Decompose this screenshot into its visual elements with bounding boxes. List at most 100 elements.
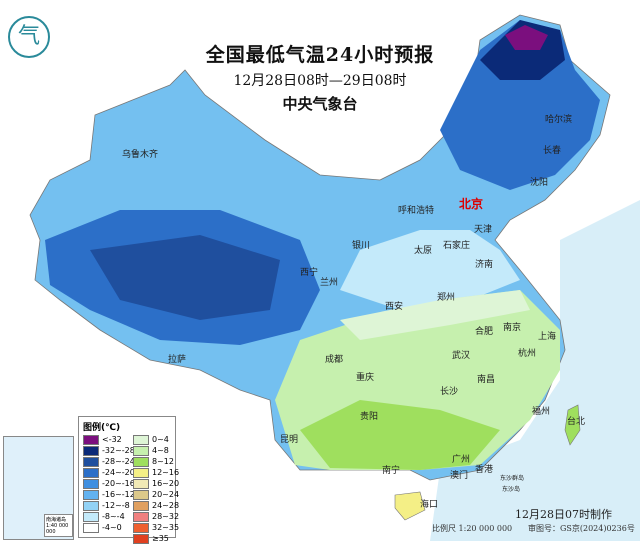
city-label: 乌鲁木齐 xyxy=(122,150,159,160)
legend-label: 12~16 xyxy=(152,468,180,477)
zone-extreme-cold xyxy=(505,25,548,50)
city-label: 福州 xyxy=(532,407,551,417)
city-label: 东沙群岛 xyxy=(500,475,525,482)
south-china-sea-inset: 南海诸岛 1:40 000 000 xyxy=(3,436,74,540)
legend-item: -4~0 xyxy=(83,522,122,533)
legend-swatch xyxy=(133,533,149,544)
legend-swatch xyxy=(133,467,149,478)
city-label: 哈尔滨 xyxy=(545,115,573,125)
legend-label: 16~20 xyxy=(152,479,180,488)
legend-label: 24~28 xyxy=(152,501,180,510)
legend-swatch xyxy=(83,511,99,522)
map-title: 全国最低气温24小时预报 xyxy=(205,44,435,66)
legend-swatch xyxy=(83,467,99,478)
map-scale: 比例尺 1:20 000 000 xyxy=(432,524,513,533)
legend-label: -32~-28 xyxy=(102,446,135,455)
city-label: 石家庄 xyxy=(443,241,471,251)
legend-item: 12~16 xyxy=(133,467,179,478)
city-label: 昆明 xyxy=(280,435,299,445)
legend-swatch xyxy=(83,456,99,467)
legend-item: -24~-20 xyxy=(83,467,135,478)
city-label: 长春 xyxy=(543,146,562,156)
inset-caption: 南海诸岛 1:40 000 000 xyxy=(44,514,73,537)
legend-label: 32~35 xyxy=(152,523,180,532)
city-label: 郑州 xyxy=(437,293,456,303)
legend-swatch xyxy=(133,478,149,489)
legend-swatch xyxy=(133,511,149,522)
city-label: 拉萨 xyxy=(168,355,187,365)
legend-label: 4~8 xyxy=(152,446,169,455)
legend-item: -8~-4 xyxy=(83,511,125,522)
city-label: 兰州 xyxy=(320,278,339,288)
legend-item: 0~4 xyxy=(133,434,169,445)
city-label: 天津 xyxy=(474,225,493,235)
legend-item: 20~24 xyxy=(133,489,179,500)
legend-swatch xyxy=(133,434,149,445)
legend-label: <-32 xyxy=(102,435,122,444)
legend-title: 图例(℃) xyxy=(83,423,121,433)
legend-label: -12~-8 xyxy=(102,501,130,510)
legend-swatch xyxy=(83,434,99,445)
forecast-period: 12月28日08时—29日08时 xyxy=(233,73,407,89)
legend-item: 16~20 xyxy=(133,478,179,489)
zone-transition xyxy=(340,290,530,340)
legend-swatch xyxy=(83,445,99,456)
city-label: 澳门 xyxy=(450,471,469,481)
legend-item: -16~-12 xyxy=(83,489,135,500)
legend: 图例(℃) <-32 -32~-28 -28~-24 -24~-20 -20~-16 -1… xyxy=(78,416,179,544)
legend-swatch xyxy=(133,500,149,511)
legend-item: 8~12 xyxy=(133,456,174,467)
legend-label: -28~-24 xyxy=(102,457,135,466)
inset-title: 南海诸岛 xyxy=(46,517,67,523)
city-label: 杭州 xyxy=(518,349,537,359)
city-label: 海口 xyxy=(420,500,439,510)
legend-label: -24~-20 xyxy=(102,468,135,477)
city-label: 南京 xyxy=(503,323,522,333)
legend-item: -12~-8 xyxy=(83,500,130,511)
city-label: 长沙 xyxy=(440,387,459,397)
city-label: 东沙岛 xyxy=(502,486,521,493)
city-label: 南昌 xyxy=(477,375,496,385)
legend-swatch xyxy=(83,478,99,489)
agency-name: 中央气象台 xyxy=(282,95,358,113)
zone-tibet-core xyxy=(90,235,280,320)
legend-item: 24~28 xyxy=(133,500,179,511)
legend-item: 32~35 xyxy=(133,522,179,533)
cma-logo-icon: 气 xyxy=(8,16,50,58)
city-label: 成都 xyxy=(325,355,344,365)
capital-label: 北京 xyxy=(459,197,484,211)
approval-number: 审图号：GS京(2024)0236号 xyxy=(528,524,635,533)
legend-label: -8~-4 xyxy=(102,512,125,521)
production-time: 12月28日07时制作 xyxy=(515,508,612,521)
city-label: 香港 xyxy=(475,465,494,475)
legend-label: -4~0 xyxy=(102,523,122,532)
legend-swatch xyxy=(133,489,149,500)
city-label: 武汉 xyxy=(452,351,471,361)
zone-north-china-mild xyxy=(340,230,520,310)
legend-swatch xyxy=(83,489,99,500)
city-label: 济南 xyxy=(475,260,494,270)
legend-label: -16~-12 xyxy=(102,490,135,499)
city-label: 银川 xyxy=(352,241,371,251)
legend-item: -32~-28 xyxy=(83,445,135,456)
city-label: 南宁 xyxy=(382,466,401,476)
legend-swatch xyxy=(133,522,149,533)
city-label: 沈阳 xyxy=(530,178,549,188)
legend-swatch xyxy=(83,522,99,533)
legend-item: <-32 xyxy=(83,434,122,445)
city-label: 重庆 xyxy=(356,373,375,383)
legend-swatch xyxy=(133,456,149,467)
legend-swatch xyxy=(133,445,149,456)
city-label: 太原 xyxy=(414,246,433,256)
island-hainan xyxy=(394,491,426,521)
legend-item: 28~32 xyxy=(133,511,179,522)
island-taiwan xyxy=(564,404,581,446)
city-label: 上海 xyxy=(538,332,557,342)
legend-item: ≥35 xyxy=(133,533,169,544)
city-label: 贵阳 xyxy=(360,412,379,422)
city-label: 合肥 xyxy=(475,327,494,337)
legend-swatch xyxy=(83,500,99,511)
legend-item: -28~-24 xyxy=(83,456,135,467)
city-label: 广州 xyxy=(452,455,471,465)
